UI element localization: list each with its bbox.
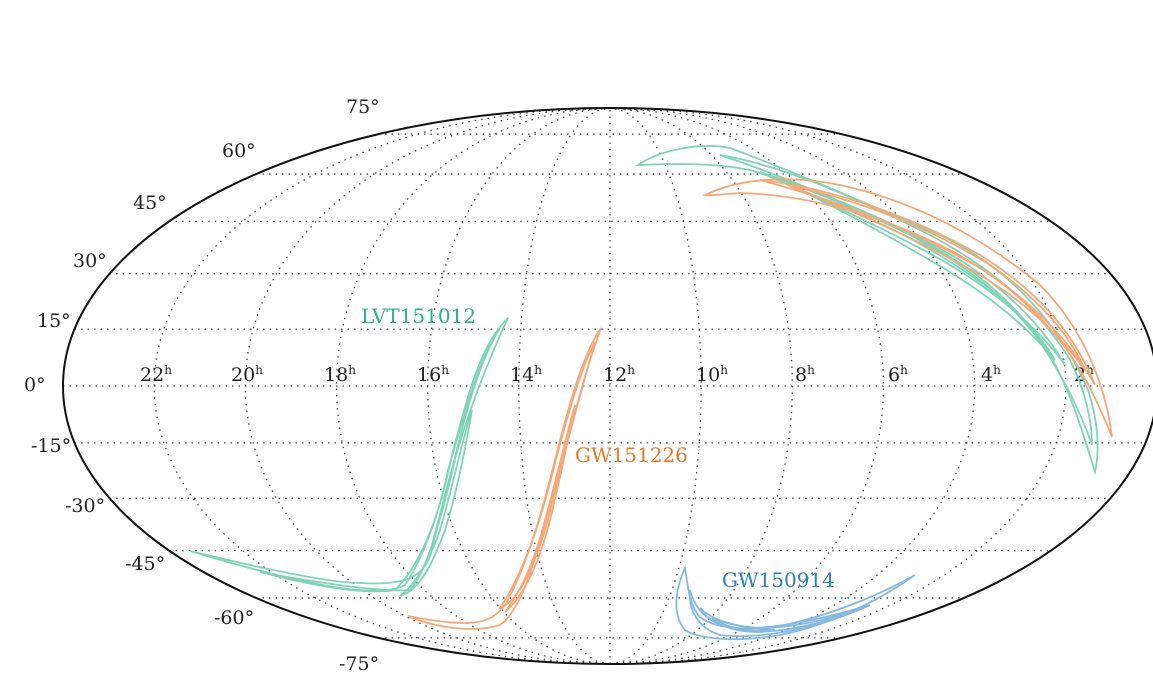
- dec-label: -15°: [31, 435, 71, 457]
- dec-label: -45°: [125, 553, 165, 575]
- dec-label: -75°: [339, 653, 379, 675]
- dec-label: 15°: [37, 310, 71, 332]
- dec-label: 75°: [346, 96, 380, 118]
- grid-meridian: [609, 108, 793, 664]
- ra-label: 20h: [231, 363, 263, 386]
- ra-label: 14h: [510, 363, 542, 386]
- ra-label: 10h: [696, 363, 728, 386]
- grid-meridian: [244, 108, 611, 664]
- event-label-lvt151012: LVT151012: [361, 304, 476, 328]
- event-label-gw151226: GW151226: [575, 443, 688, 467]
- dec-label: 60°: [222, 140, 256, 162]
- gw150914-contours: [675, 564, 916, 641]
- graticule: [63, 108, 1153, 664]
- ra-label: 16h: [417, 363, 449, 386]
- map-frame: [62, 107, 1153, 665]
- dec-label: 45°: [133, 192, 167, 214]
- dec-labels: 75° 60° 45° 30° 15° 0° -15° -30° -45° -6…: [24, 96, 380, 675]
- ra-label: 18h: [324, 363, 356, 386]
- grid-meridian: [609, 108, 976, 664]
- ra-label: 8h: [795, 363, 815, 386]
- ra-label: 4h: [981, 363, 1001, 386]
- grid-meridian: [427, 108, 611, 664]
- ra-label: 22h: [140, 363, 172, 386]
- ra-label: 6h: [888, 363, 908, 386]
- gw151226-contours: [407, 178, 1113, 630]
- dec-label: 30°: [73, 250, 107, 272]
- dec-label: -60°: [214, 607, 254, 629]
- ra-label: 12h: [603, 363, 635, 386]
- ra-labels: 22h 20h 18h 16h 14h 12h 10h 8h 6h 4h 2h: [140, 363, 1094, 386]
- event-label-gw150914: GW150914: [722, 568, 835, 592]
- dec-label: 0°: [24, 374, 46, 396]
- dec-label: -30°: [65, 495, 105, 517]
